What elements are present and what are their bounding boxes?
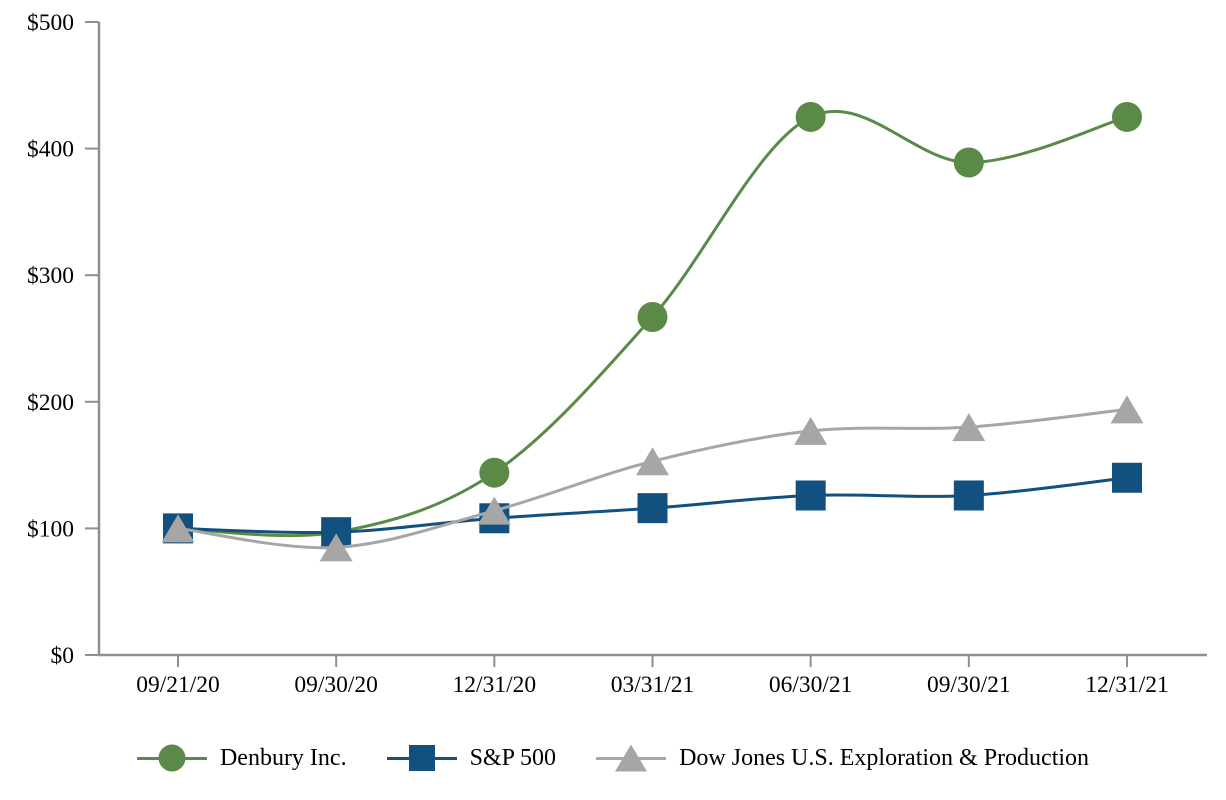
legend-item-dowjones-ep: Dow Jones U.S. Exploration & Production (596, 743, 1089, 773)
marker-square-s-p-500 (637, 493, 668, 524)
y-axis-label: $400 (27, 137, 74, 163)
x-axis-label: 09/30/21 (927, 672, 1011, 698)
y-axis-label: $200 (27, 390, 74, 416)
marker-triangle-dow-jones-u-s-exploration-production (794, 416, 828, 445)
legend-label-sp500: S&P 500 (469, 744, 557, 771)
x-axis-label: 12/31/21 (1085, 672, 1169, 698)
marker-circle-denbury-inc (1112, 101, 1142, 132)
marker-circle-denbury-inc (479, 457, 510, 488)
x-axis-label: 06/30/21 (769, 672, 853, 698)
x-axis-label: 12/31/20 (453, 672, 537, 698)
marker-triangle-dow-jones-u-s-exploration-production (477, 496, 511, 525)
chart-legend: Denbury Inc. S&P 500 Dow Jones U.S. Expl… (0, 736, 1226, 780)
marker-triangle-dow-jones-u-s-exploration-production (636, 447, 669, 476)
marker-square-s-p-500 (1112, 462, 1142, 493)
legend-label-denbury: Denbury Inc. (219, 744, 347, 771)
y-axis-label: $100 (27, 516, 74, 542)
marker-circle-denbury-inc (953, 147, 984, 178)
y-axis-label: $300 (27, 263, 74, 289)
marker-square-s-p-500 (795, 480, 826, 511)
series-line-dow-jones-u-s-exploration-production (177, 407, 1128, 550)
dowjones-triangle-icon (596, 743, 667, 773)
marker-triangle-dow-jones-u-s-exploration-production (319, 533, 353, 562)
sp500-square-icon (386, 743, 457, 773)
marker-triangle-dow-jones-u-s-exploration-production (1110, 395, 1144, 424)
y-axis-label: $0 (51, 643, 75, 669)
legend-item-sp500: S&P 500 (386, 743, 557, 773)
x-axis-label: 09/30/20 (294, 672, 378, 698)
x-axis-label: 03/31/21 (611, 672, 695, 698)
marker-circle-denbury-inc (637, 301, 668, 332)
marker-circle-denbury-inc (795, 101, 826, 132)
marker-triangle-dow-jones-u-s-exploration-production (952, 413, 986, 442)
legend-item-denbury: Denbury Inc. (136, 743, 347, 773)
y-axis-label: $500 (27, 10, 74, 36)
x-axis-label: 09/21/20 (136, 672, 220, 698)
marker-square-s-p-500 (953, 480, 984, 511)
marker-triangle-dow-jones-u-s-exploration-production (161, 514, 195, 543)
axes (97, 22, 1207, 657)
legend-label-dowjones-ep: Dow Jones U.S. Exploration & Production (679, 744, 1090, 771)
denbury-circle-icon (136, 743, 207, 773)
